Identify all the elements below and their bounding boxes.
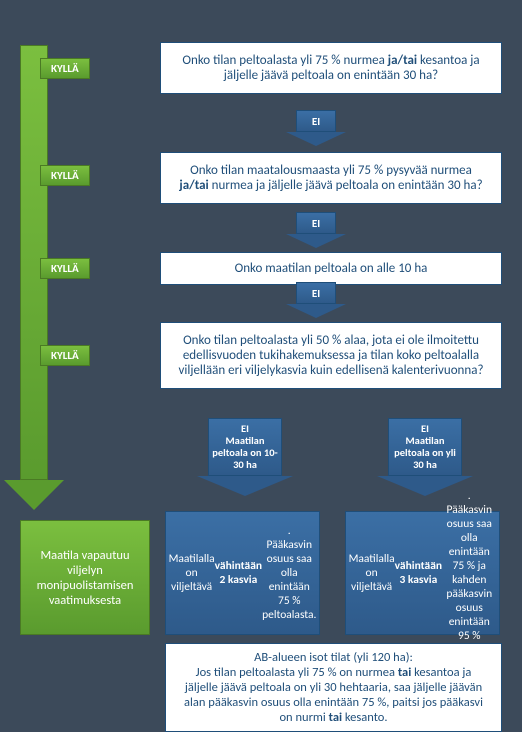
ei-arrow-1: EI bbox=[276, 110, 356, 146]
kylla-label-4: KYLLÄ bbox=[40, 345, 90, 366]
green-result-text: Maatila vapautuu viljelyn monipuolistami… bbox=[29, 548, 141, 608]
ei-arrow-3: EI bbox=[276, 282, 356, 318]
ei-label: EI bbox=[296, 110, 336, 132]
split-arrow-left: EI Maatilan peltoala on 10-30 ha bbox=[190, 418, 300, 496]
split-arrow-label-left: EI Maatilan peltoala on 10-30 ha bbox=[208, 418, 282, 476]
ei-label: EI bbox=[296, 212, 336, 234]
split-arrow-head bbox=[197, 476, 293, 496]
split-arrow-right: EI Maatilan peltoala on yli 30 ha bbox=[370, 418, 480, 496]
question-box-3: Onko maatilan peltoala on alle 10 ha bbox=[160, 252, 502, 285]
split-arrow-label-right: EI Maatilan peltoala on yli 30 ha bbox=[388, 418, 462, 476]
ei-arrow-head bbox=[286, 234, 346, 248]
kylla-label-3: KYLLÄ bbox=[40, 258, 90, 279]
kylla-label-1: KYLLÄ bbox=[40, 58, 90, 79]
ei-arrow-2: EI bbox=[276, 212, 356, 248]
ab-area-note-box: AB-alueen isot tilat (yli 120 ha):Jos ti… bbox=[165, 643, 502, 732]
green-result-box: Maatila vapautuu viljelyn monipuolistami… bbox=[20, 520, 150, 635]
ei-arrow-head bbox=[286, 304, 346, 318]
ei-label: EI bbox=[296, 282, 336, 304]
blue-result-3crops: Maatilalla on viljeltävä vähintään 3 kas… bbox=[345, 511, 500, 635]
question-box-1: Onko tilan peltoalasta yli 75 % nurmea j… bbox=[160, 42, 502, 94]
question-box-2: Onko tilan maatalousmaasta yli 75 % pysy… bbox=[160, 152, 502, 204]
question-box-4: Onko tilan peltoalasta yli 50 % alaa, jo… bbox=[160, 322, 502, 389]
ei-arrow-head bbox=[286, 132, 346, 146]
green-arrow-head bbox=[4, 480, 64, 510]
blue-result-2crops: Maatilalla on viljeltävä vähintään2 kasv… bbox=[165, 511, 320, 635]
kylla-label-2: KYLLÄ bbox=[40, 165, 90, 186]
